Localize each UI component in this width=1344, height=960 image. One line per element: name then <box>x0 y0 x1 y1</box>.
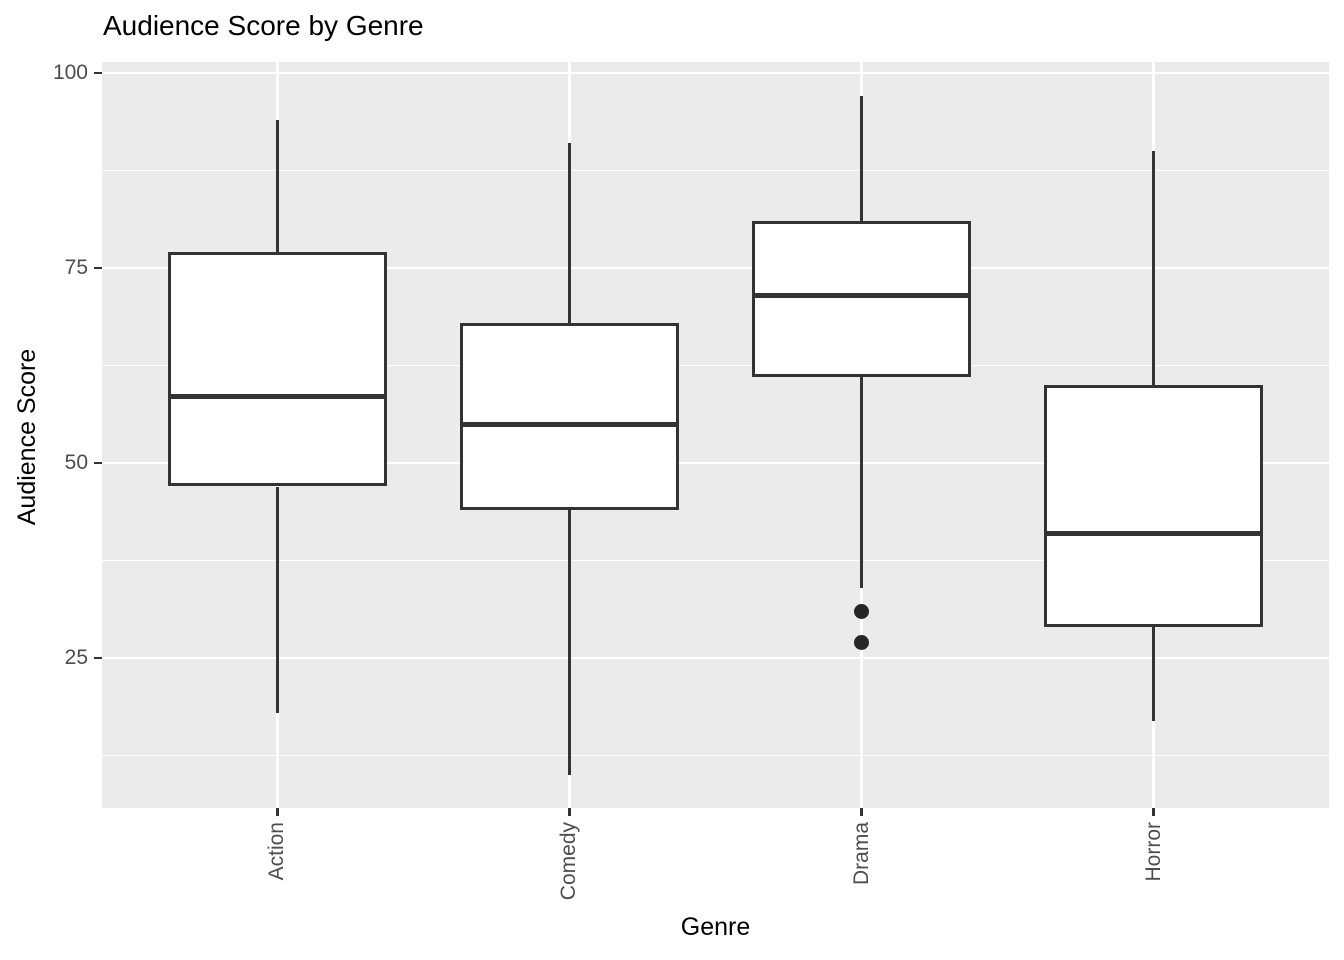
x-tick-mark <box>276 808 279 816</box>
boxplot-box <box>752 221 972 378</box>
plot-panel <box>102 62 1329 808</box>
chart-title: Audience Score by Genre <box>103 10 424 41</box>
gridline-major <box>102 461 1329 465</box>
y-tick-mark <box>94 71 102 75</box>
boxplot-outlier <box>854 603 870 619</box>
boxplot-lower-whisker <box>567 509 571 776</box>
boxplot-upper-whisker <box>275 119 279 253</box>
y-tick-label: 50 <box>64 451 88 475</box>
gridline-minor <box>102 364 1329 367</box>
y-tick-mark <box>94 461 102 465</box>
gridline-major <box>102 266 1329 270</box>
y-tick-mark <box>94 266 102 270</box>
boxplot-lower-whisker <box>1152 626 1156 721</box>
boxplot-median <box>459 421 679 427</box>
gridline-major <box>102 656 1329 660</box>
gridline-minor <box>102 755 1329 757</box>
y-axis-title: Audience Score <box>13 348 41 526</box>
y-tick-label: 100 <box>52 60 88 84</box>
boxplot-lower-whisker <box>275 486 279 713</box>
gridline-major <box>102 71 1329 75</box>
y-tick-label: 75 <box>64 256 88 279</box>
boxplot-median <box>1044 530 1264 536</box>
boxplot-upper-whisker <box>567 143 571 323</box>
boxplot-median <box>752 292 972 298</box>
boxplot-upper-whisker <box>1152 150 1156 386</box>
gridline-minor <box>102 559 1329 562</box>
x-axis-title: Genre <box>680 913 751 941</box>
boxplot-box <box>1044 385 1264 627</box>
boxplot-box <box>167 252 387 487</box>
boxplot-median <box>167 394 387 400</box>
x-tick-mark <box>1152 808 1155 816</box>
boxplot-box <box>459 322 679 510</box>
boxplot-outlier <box>854 635 870 651</box>
x-tick-mark <box>860 808 863 816</box>
boxplot-lower-whisker <box>860 377 864 588</box>
x-tick-mark <box>568 808 571 816</box>
y-tick-label: 25 <box>64 646 88 670</box>
y-tick-mark <box>94 656 102 660</box>
boxplot-upper-whisker <box>860 96 864 222</box>
gridline-minor <box>102 169 1329 172</box>
